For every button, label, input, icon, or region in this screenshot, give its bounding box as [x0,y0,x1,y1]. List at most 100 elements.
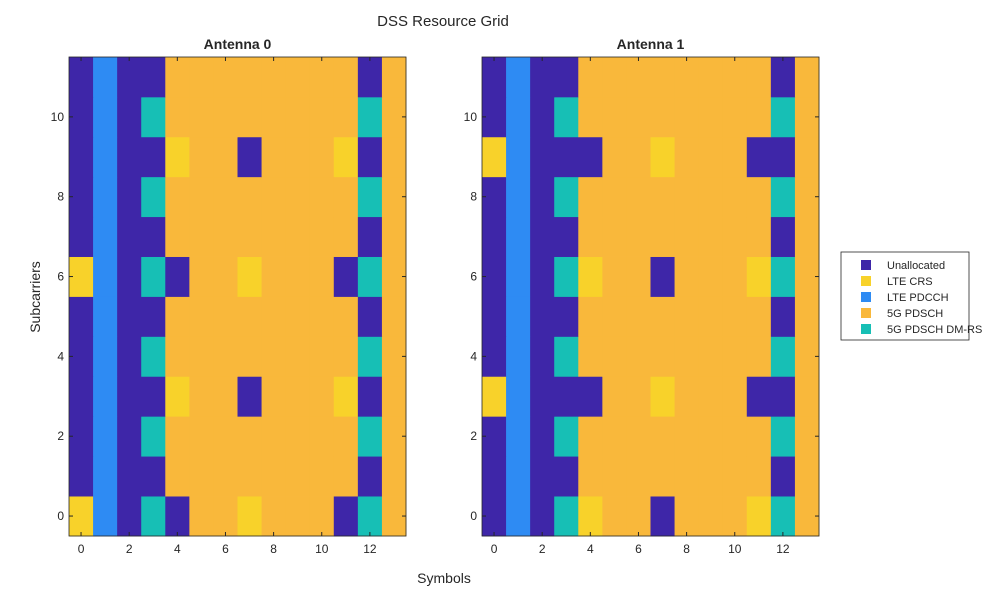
grid-cell-5g-pdsch [626,496,651,537]
grid-cell-unallocated [482,96,507,138]
grid-cell-5g-pdsch [650,176,675,218]
grid-cell-unallocated [141,57,166,98]
grid-cell-5g-pdsch [578,456,603,497]
grid-cell-5g-pdsch [165,336,190,377]
grid-cell-unallocated [333,496,359,537]
grid-cell-5g-pdsch [722,456,748,497]
panel-title: Antenna 0 [204,36,272,52]
grid-cell-5g-pdsch-dm-rs [357,256,383,297]
grid-cell-5g-pdsch [285,57,311,98]
grid-cell-unallocated [482,336,507,377]
grid-cell-5g-pdsch [602,216,627,257]
grid-cell-5g-pdsch [698,176,724,218]
grid-cell-5g-pdsch [698,96,724,138]
grid-cell-unallocated [69,416,94,457]
grid-cell-unallocated [357,57,383,98]
grid-cell-5g-pdsch [261,176,287,218]
grid-cell-5g-pdsch [309,136,335,178]
axes-box [68,56,407,537]
x-axis-label: Symbols [417,570,471,586]
legend-swatch [861,308,871,318]
grid-cell-5g-pdsch [698,136,724,178]
grid-cell-unallocated [357,216,383,257]
legend-label: 5G PDSCH [887,308,943,320]
grid-cell-lte-crs [333,376,359,417]
grid-cell-5g-pdsch [285,256,311,297]
grid-cell-unallocated [578,136,603,178]
grid-cell-5g-pdsch [578,57,603,98]
grid-cell-5g-pdsch [602,456,627,497]
grid-cell-unallocated [530,216,555,257]
grid-cell-5g-pdsch [602,376,627,417]
grid-cell-5g-pdsch-dm-rs [141,496,166,537]
y-tick-label: 6 [470,270,477,284]
grid-cell-unallocated [530,57,555,98]
grid-cell-lte-crs [650,376,675,417]
grid-cell-5g-pdsch-dm-rs [141,256,166,297]
grid-cell-5g-pdsch [165,57,190,98]
grid-cell-lte-pdcch [506,456,531,497]
grid-cell-5g-pdsch [746,456,772,497]
grid-cell-5g-pdsch [602,296,627,337]
grid-cell-lte-crs [650,136,675,178]
grid-cell-5g-pdsch [333,456,359,497]
grid-cell-5g-pdsch [285,376,311,417]
grid-cell-unallocated [117,256,142,297]
grid-cell-5g-pdsch [213,456,238,497]
grid-cell-5g-pdsch [698,256,724,297]
grid-cell-5g-pdsch-dm-rs [141,96,166,138]
grid-cell-unallocated [746,376,772,417]
grid-cell-5g-pdsch [237,216,262,257]
y-tick-label: 0 [470,509,477,523]
grid-cell-5g-pdsch-dm-rs [141,336,166,377]
grid-cell-unallocated [482,256,507,297]
grid-cell-5g-pdsch [602,176,627,218]
grid-cell-5g-pdsch-dm-rs [770,336,796,377]
grid-cell-unallocated [69,176,94,218]
grid-cell-lte-crs [165,376,190,417]
grid-cell-5g-pdsch [285,416,311,457]
grid-cell-unallocated [141,296,166,337]
grid-cell-5g-pdsch [213,496,238,537]
axes-box [481,56,820,537]
grid-cell-5g-pdsch [626,296,651,337]
legend-label: 5G PDSCH DM-RS [887,324,982,336]
grid-cell-unallocated [117,216,142,257]
grid-cell-5g-pdsch [698,57,724,98]
grid-cell-lte-crs [237,496,262,537]
grid-cell-lte-pdcch [506,216,531,257]
grid-cell-5g-pdsch [189,57,214,98]
y-tick-label: 10 [51,110,65,124]
grid-cell-unallocated [770,376,796,417]
grid-cell-5g-pdsch [674,136,700,178]
grid-cell-5g-pdsch [213,136,238,178]
grid-cell-5g-pdsch [746,296,772,337]
grid-cell-5g-pdsch [333,176,359,218]
grid-cell-5g-pdsch [722,376,748,417]
legend-swatch [861,292,871,302]
legend-swatch [861,276,871,286]
legend-swatch [861,260,871,270]
grid-cell-5g-pdsch [722,296,748,337]
grid-cell-5g-pdsch [333,216,359,257]
grid-cell-5g-pdsch [794,456,820,497]
grid-cell-5g-pdsch [794,296,820,337]
grid-cell-5g-pdsch-dm-rs [141,416,166,457]
y-tick-label: 2 [57,429,64,443]
grid-cell-5g-pdsch-dm-rs [554,416,579,457]
grid-cell-5g-pdsch [237,176,262,218]
grid-cell-5g-pdsch [626,256,651,297]
grid-cell-5g-pdsch [237,336,262,377]
grid-cell-unallocated [530,136,555,178]
grid-cell-5g-pdsch [381,456,407,497]
grid-cell-5g-pdsch [165,176,190,218]
grid-cell-5g-pdsch [261,416,287,457]
grid-cell-5g-pdsch-dm-rs [141,176,166,218]
grid-cell-unallocated [770,136,796,178]
y-tick-label: 2 [470,429,477,443]
grid-cell-5g-pdsch [285,336,311,377]
grid-cell-5g-pdsch [189,96,214,138]
grid-cell-lte-pdcch [93,136,118,178]
grid-cell-5g-pdsch [674,176,700,218]
grid-cell-5g-pdsch [285,176,311,218]
